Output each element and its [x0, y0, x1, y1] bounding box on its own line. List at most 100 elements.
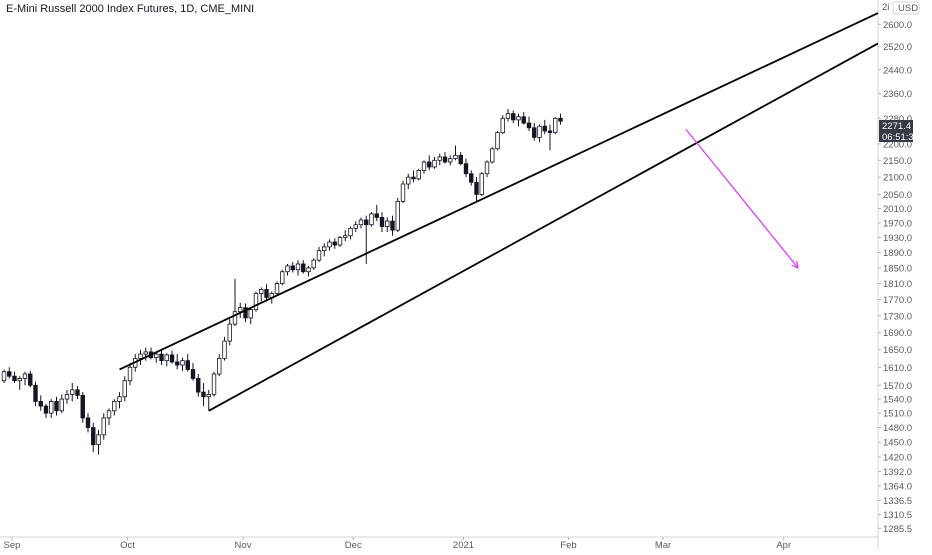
price-tick-label: 1392.0 [883, 467, 912, 478]
price-tick-label: 2440.0 [883, 65, 912, 76]
candle-down [43, 405, 49, 414]
price-tick-label: 1364.0 [883, 481, 912, 492]
price-tick-label: 1650.0 [883, 345, 912, 356]
candle-up [122, 380, 127, 398]
candle-down [159, 353, 164, 362]
price-tick-label: 1310.5 [883, 510, 912, 521]
time-tick-label: Feb [560, 540, 576, 550]
price-tick-label: 1730.0 [883, 311, 912, 322]
trendlines-layer [119, 12, 879, 412]
candle-up [274, 283, 280, 294]
candle-up [222, 340, 227, 359]
projection-arrow-line[interactable] [685, 128, 799, 269]
candle-down [175, 361, 180, 366]
price-tick-label: 2150.0 [883, 156, 912, 167]
price-tick-label: 2200.0 [883, 139, 912, 150]
price-axis[interactable]: 2600.0 2520.0 2440.0 2360.0 2280.0 2200.0 2150… [878, 20, 912, 535]
candle-up [500, 117, 505, 133]
candle-down [542, 125, 547, 132]
candle-up [227, 323, 232, 342]
candle-down [511, 113, 516, 121]
candle-up [395, 201, 400, 231]
candle-up [358, 219, 364, 226]
candle-up [553, 117, 558, 133]
time-axis[interactable]: Sep Oct Nov Dec 2021 Feb Mar Apr [4, 537, 792, 551]
price-tick-label: 1770.0 [883, 295, 912, 306]
candle-up [248, 309, 253, 319]
candle-down [364, 219, 369, 226]
candle-up [64, 394, 70, 400]
candle-down [169, 354, 175, 363]
countdown-box [879, 131, 913, 142]
price-tick-label: 1336.5 [883, 496, 912, 507]
candle-up [154, 353, 159, 358]
time-tick-label: 2021 [453, 540, 474, 550]
countdown-value: 06:51:31 [882, 132, 919, 143]
candle-up [495, 132, 500, 150]
candle-up [138, 353, 143, 359]
candle-up [316, 250, 322, 261]
projection-arrow-head [791, 260, 799, 269]
candle-up [106, 410, 112, 419]
candle-up [448, 158, 453, 163]
currency-box[interactable] [892, 1, 920, 15]
candle-down [54, 401, 59, 412]
price-tick-label: 1810.0 [883, 279, 912, 290]
candle-up [490, 148, 495, 163]
price-tick-label: 1450.0 [883, 438, 912, 449]
clipped-axis-label: 2і [882, 2, 889, 13]
candle-up [337, 237, 343, 246]
candles-layer [1, 108, 563, 455]
candle-down [390, 220, 395, 231]
candle-up [101, 417, 106, 436]
currency-label[interactable]: USD [898, 3, 918, 14]
candle-up [96, 434, 101, 446]
candle-up [253, 293, 259, 311]
candle-up [164, 354, 169, 362]
price-tick-label: 1420.0 [883, 453, 912, 464]
candle-down [374, 213, 379, 218]
candle-up [49, 401, 54, 414]
candle-down [85, 417, 91, 428]
candle-up [537, 125, 542, 138]
symbol-title: E-Mini Russell 2000 Index Futures, 1D, C… [6, 3, 254, 15]
candle-down [521, 116, 526, 124]
candle-up [22, 373, 28, 379]
time-tick-label: Mar [655, 540, 671, 550]
price-tick-label: 1570.0 [883, 381, 912, 392]
candle-up [217, 358, 222, 375]
candle-up [484, 161, 490, 175]
candle-up [516, 116, 521, 121]
candle-down [190, 369, 196, 379]
candle-down [28, 373, 33, 386]
candle-up [59, 398, 64, 412]
price-tick-label: 2280.0 [883, 114, 912, 125]
candle-down [379, 217, 385, 227]
candle-down [532, 127, 537, 138]
candle-down [301, 263, 306, 273]
upper-trendline[interactable] [119, 12, 879, 371]
candle-down [75, 389, 80, 396]
candle-down [411, 176, 416, 180]
candle-down [427, 161, 432, 168]
lower-trendline[interactable] [208, 42, 879, 412]
candle-down [463, 163, 469, 175]
candle-up [385, 220, 390, 227]
candle-down [7, 371, 12, 377]
candle-up [259, 289, 264, 294]
last-price-tag: 2271.4 06:51:31 [879, 120, 919, 143]
candle-up [343, 235, 348, 238]
candle-up [1, 371, 7, 382]
price-tick-label: 1285.5 [883, 524, 912, 535]
last-price-value: 2271.4 [882, 121, 911, 132]
time-tick-label: Sep [4, 540, 21, 550]
candle-up [285, 265, 290, 273]
candle-up [479, 173, 484, 195]
price-tick-label: 2520.0 [883, 42, 912, 53]
candle-down [12, 375, 17, 382]
price-tick-label: 1970.0 [883, 218, 912, 229]
candle-down [290, 265, 295, 271]
candle-down [38, 401, 43, 407]
